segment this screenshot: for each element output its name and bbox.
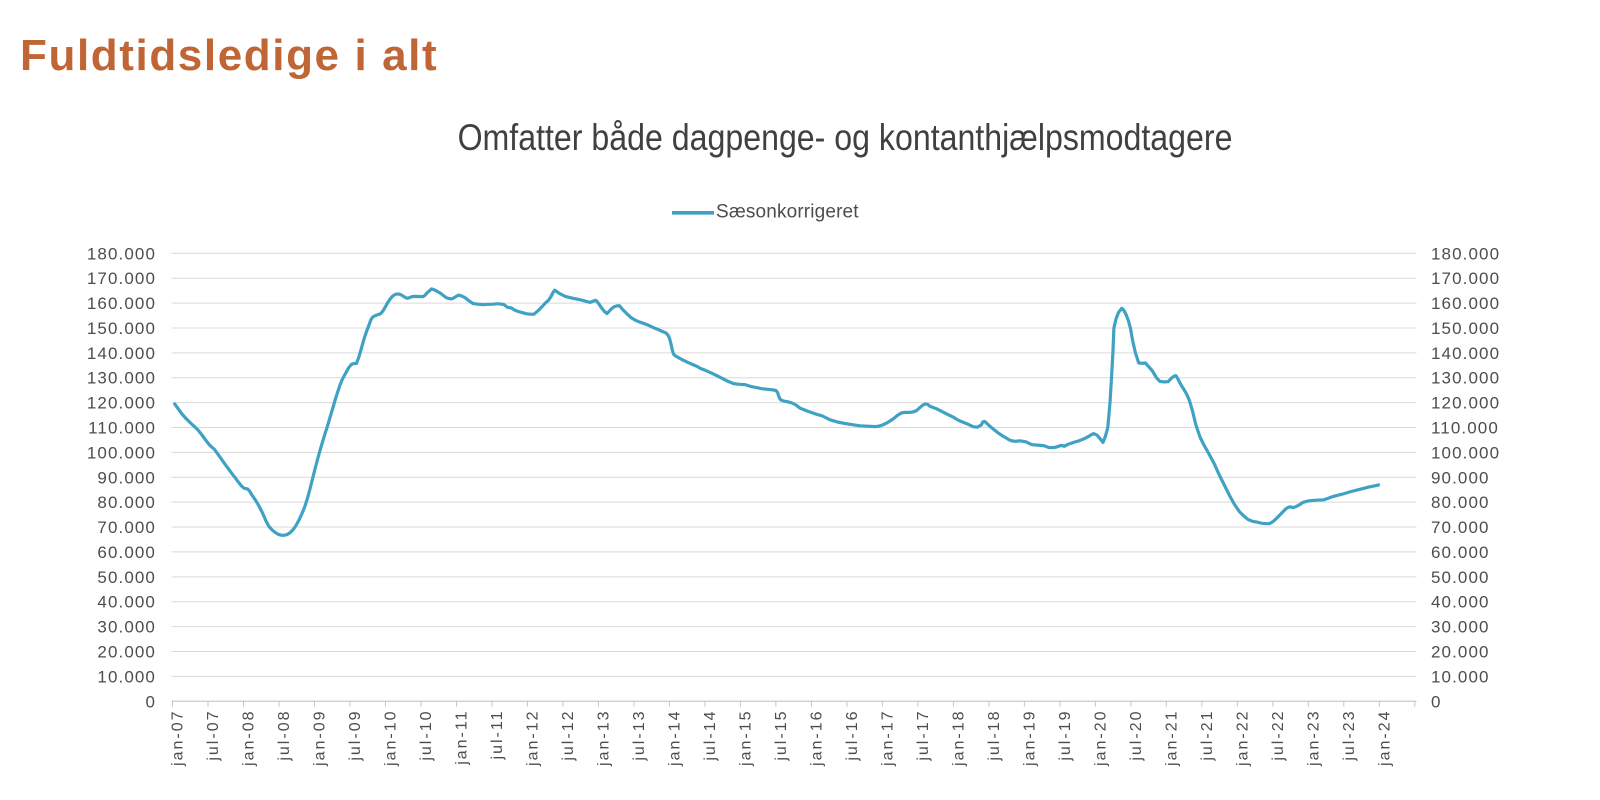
svg-text:180.000: 180.000 bbox=[87, 244, 156, 263]
svg-text:jan-08: jan-08 bbox=[240, 710, 257, 767]
svg-text:120.000: 120.000 bbox=[1431, 394, 1500, 413]
svg-text:jul-20: jul-20 bbox=[1128, 710, 1145, 762]
svg-text:50.000: 50.000 bbox=[97, 568, 156, 587]
svg-text:Sæsonkorrigeret: Sæsonkorrigeret bbox=[716, 201, 859, 222]
svg-text:160.000: 160.000 bbox=[87, 294, 156, 313]
svg-text:130.000: 130.000 bbox=[1431, 369, 1500, 388]
svg-text:jul-13: jul-13 bbox=[631, 710, 648, 762]
svg-text:jul-08: jul-08 bbox=[276, 710, 293, 762]
svg-text:jan-13: jan-13 bbox=[595, 710, 612, 767]
svg-text:60.000: 60.000 bbox=[97, 543, 156, 562]
svg-text:jul-15: jul-15 bbox=[773, 710, 790, 762]
svg-text:jan-12: jan-12 bbox=[524, 710, 541, 767]
svg-text:jan-18: jan-18 bbox=[950, 710, 967, 767]
svg-text:120.000: 120.000 bbox=[87, 394, 156, 413]
svg-text:180.000: 180.000 bbox=[1431, 244, 1500, 263]
svg-text:jul-11: jul-11 bbox=[489, 710, 506, 761]
svg-text:150.000: 150.000 bbox=[1431, 319, 1500, 338]
svg-text:jul-22: jul-22 bbox=[1270, 710, 1287, 762]
svg-text:jul-09: jul-09 bbox=[347, 710, 364, 762]
svg-text:jul-17: jul-17 bbox=[915, 710, 932, 762]
svg-text:0: 0 bbox=[1431, 692, 1442, 711]
svg-text:140.000: 140.000 bbox=[87, 344, 156, 363]
svg-text:jan-11: jan-11 bbox=[453, 710, 470, 766]
svg-text:jan-24: jan-24 bbox=[1376, 710, 1393, 767]
svg-text:jan-15: jan-15 bbox=[737, 710, 754, 767]
svg-text:30.000: 30.000 bbox=[1431, 618, 1490, 637]
svg-text:140.000: 140.000 bbox=[1431, 344, 1500, 363]
svg-text:jul-23: jul-23 bbox=[1341, 710, 1358, 762]
svg-text:jan-14: jan-14 bbox=[666, 710, 683, 767]
svg-text:160.000: 160.000 bbox=[1431, 294, 1500, 313]
svg-text:jan-22: jan-22 bbox=[1234, 710, 1251, 767]
svg-text:40.000: 40.000 bbox=[97, 593, 156, 612]
svg-text:10.000: 10.000 bbox=[1431, 667, 1490, 686]
svg-text:80.000: 80.000 bbox=[97, 493, 156, 512]
svg-text:150.000: 150.000 bbox=[87, 319, 156, 338]
svg-text:jan-16: jan-16 bbox=[808, 710, 825, 767]
svg-text:jan-21: jan-21 bbox=[1163, 710, 1180, 767]
svg-text:jul-21: jul-21 bbox=[1199, 710, 1216, 762]
svg-text:50.000: 50.000 bbox=[1431, 568, 1490, 587]
svg-text:90.000: 90.000 bbox=[97, 468, 156, 487]
svg-text:jul-14: jul-14 bbox=[702, 710, 719, 762]
svg-text:jan-10: jan-10 bbox=[382, 710, 399, 767]
svg-text:100.000: 100.000 bbox=[87, 443, 156, 462]
svg-text:170.000: 170.000 bbox=[87, 269, 156, 288]
svg-text:jul-10: jul-10 bbox=[418, 710, 435, 762]
svg-text:jan-17: jan-17 bbox=[879, 710, 896, 767]
svg-text:100.000: 100.000 bbox=[1431, 443, 1500, 462]
svg-text:jul-12: jul-12 bbox=[560, 710, 577, 762]
svg-text:110.000: 110.000 bbox=[1431, 419, 1499, 438]
svg-text:20.000: 20.000 bbox=[97, 642, 156, 661]
svg-text:jul-19: jul-19 bbox=[1057, 710, 1074, 762]
svg-text:70.000: 70.000 bbox=[1431, 518, 1490, 537]
svg-text:jan-07: jan-07 bbox=[170, 710, 187, 767]
svg-text:jan-19: jan-19 bbox=[1021, 710, 1038, 767]
svg-text:90.000: 90.000 bbox=[1431, 468, 1490, 487]
svg-text:60.000: 60.000 bbox=[1431, 543, 1490, 562]
svg-text:20.000: 20.000 bbox=[1431, 642, 1490, 661]
svg-text:0: 0 bbox=[145, 692, 156, 711]
svg-text:80.000: 80.000 bbox=[1431, 493, 1490, 512]
svg-text:30.000: 30.000 bbox=[97, 618, 156, 637]
svg-text:jan-09: jan-09 bbox=[311, 710, 328, 767]
svg-text:70.000: 70.000 bbox=[97, 518, 156, 537]
svg-text:jan-23: jan-23 bbox=[1305, 710, 1322, 767]
svg-text:jan-20: jan-20 bbox=[1092, 710, 1109, 767]
svg-text:110.000: 110.000 bbox=[88, 419, 156, 438]
svg-text:jul-16: jul-16 bbox=[844, 710, 861, 762]
svg-text:130.000: 130.000 bbox=[87, 369, 156, 388]
svg-text:170.000: 170.000 bbox=[1431, 269, 1500, 288]
svg-text:jul-18: jul-18 bbox=[986, 710, 1003, 762]
svg-text:jul-07: jul-07 bbox=[205, 710, 222, 762]
svg-text:40.000: 40.000 bbox=[1431, 593, 1490, 612]
svg-text:10.000: 10.000 bbox=[97, 667, 156, 686]
